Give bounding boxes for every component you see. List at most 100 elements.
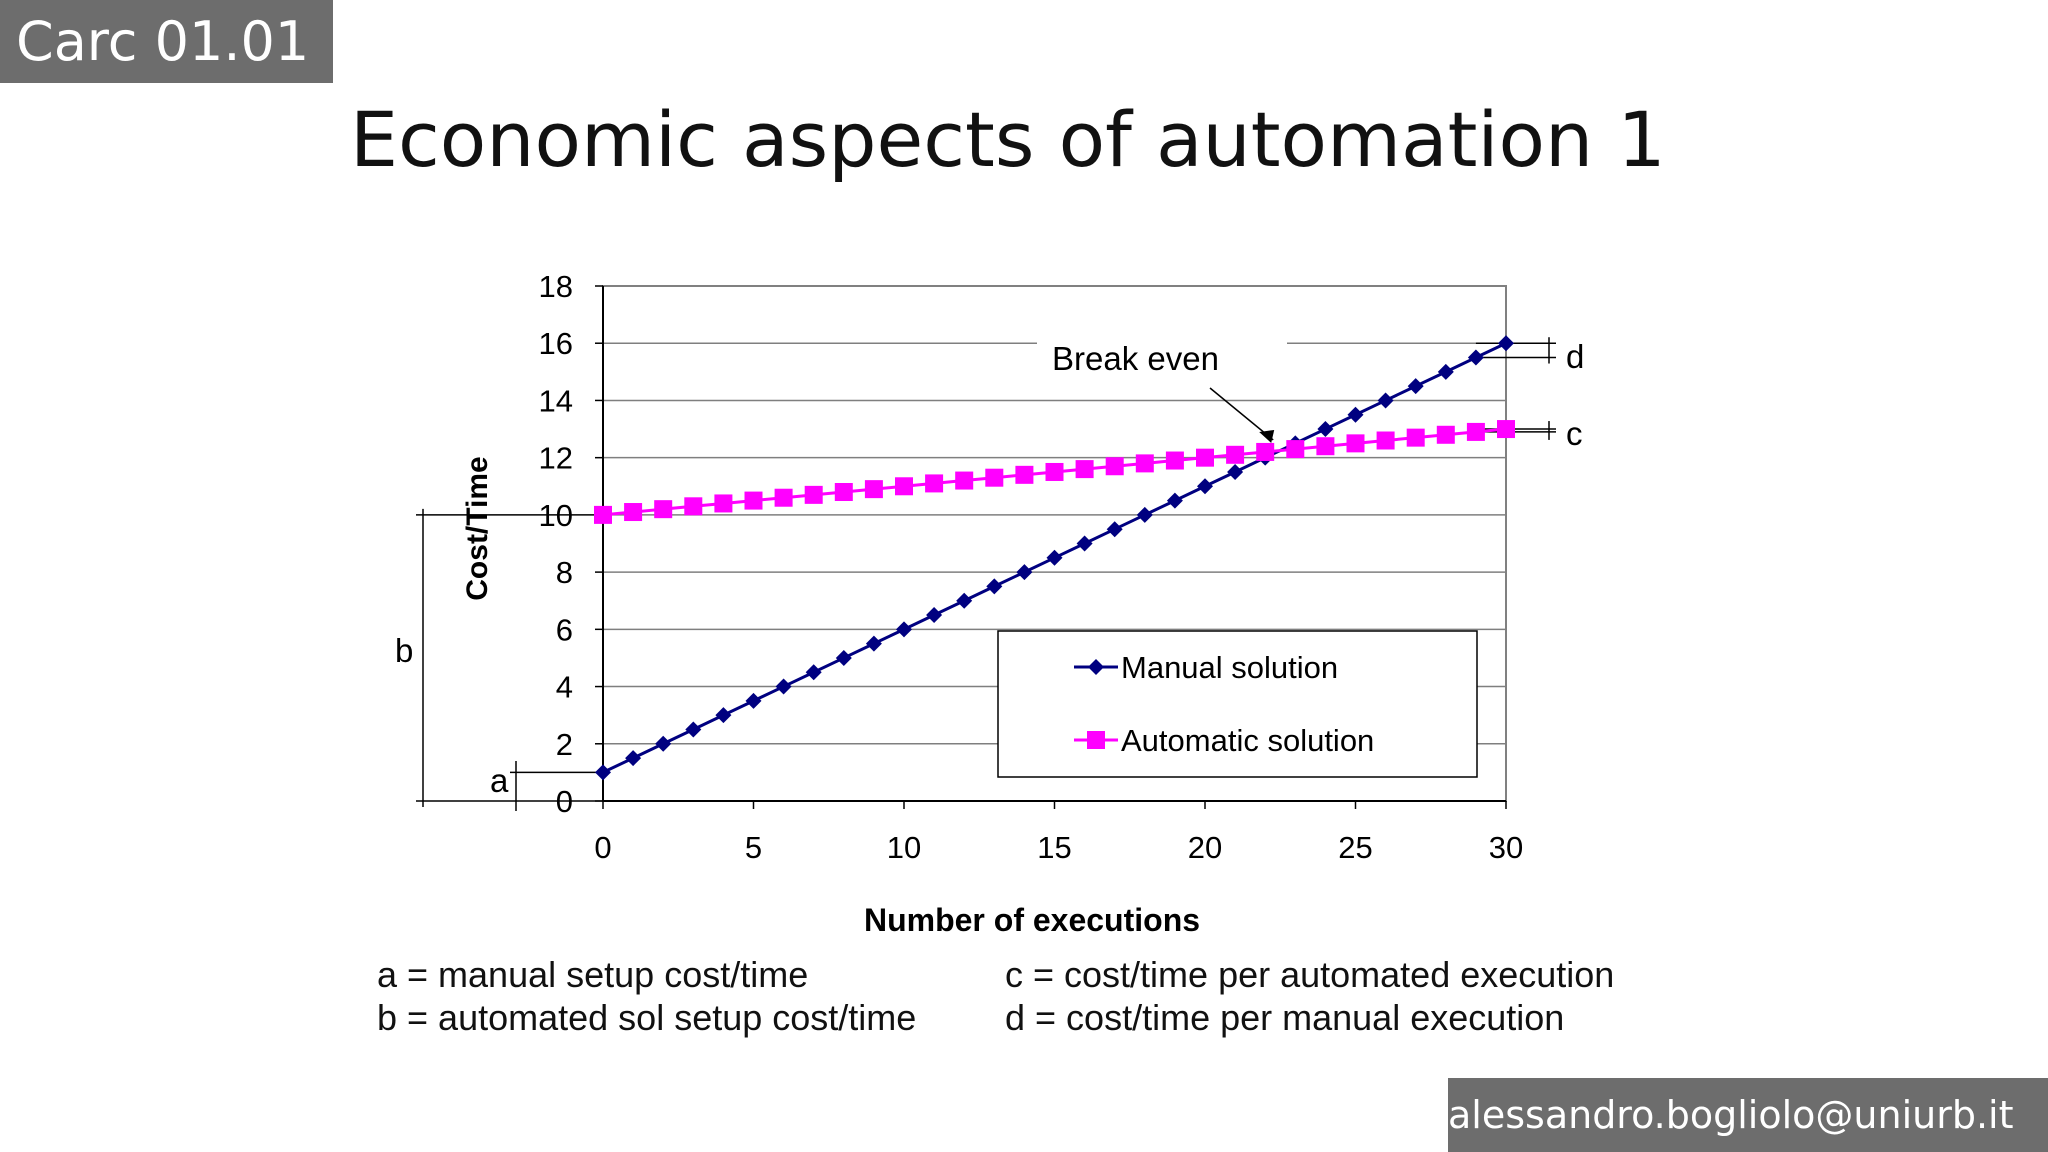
- data-point: [895, 477, 913, 496]
- data-point: [1376, 431, 1395, 450]
- data-point: [745, 692, 762, 709]
- data-point: [1346, 434, 1365, 453]
- definition-b: b = automated sol setup cost/time: [377, 997, 917, 1038]
- x-tick-labels: 0 5 10 15 20 25 30: [594, 830, 1523, 865]
- definition-a: a = manual setup cost/time: [377, 954, 809, 995]
- data-point: [1076, 535, 1093, 552]
- series-automatic: [594, 420, 1515, 524]
- data-point: [1466, 422, 1485, 441]
- data-point: [1256, 442, 1275, 461]
- legend-box: [997, 630, 1478, 778]
- break-even-arrow: [1209, 387, 1274, 441]
- data-point: [804, 485, 823, 504]
- data-point: [655, 735, 672, 752]
- data-point: [625, 750, 642, 767]
- y-tick-label: 16: [539, 326, 573, 361]
- data-point: [1046, 549, 1063, 566]
- y-tick-label: 4: [556, 670, 573, 705]
- y-tick-label: 12: [539, 441, 573, 476]
- data-point: [774, 488, 793, 507]
- slide-title: Economic aspects of automation 1: [350, 95, 1666, 184]
- definition-c: c = cost/time per automated execution: [1005, 954, 1615, 995]
- data-point: [775, 678, 792, 695]
- legend-label: Manual solution: [1121, 650, 1338, 685]
- data-point: [864, 480, 883, 499]
- data-point: [744, 491, 763, 510]
- legend-marker: [1088, 659, 1104, 675]
- data-point: [1497, 420, 1515, 439]
- x-tick-label: 0: [594, 830, 611, 865]
- y-tick-label: 6: [556, 612, 573, 647]
- data-point: [1135, 454, 1154, 473]
- chart-axes: [595, 285, 1507, 809]
- data-point: [595, 764, 611, 781]
- data-point: [1226, 445, 1245, 464]
- data-point: [1105, 457, 1124, 476]
- data-point: [685, 721, 702, 738]
- data-point: [865, 635, 882, 652]
- data-point: [715, 707, 732, 724]
- x-tick-label: 5: [745, 830, 762, 865]
- data-point: [1227, 463, 1244, 480]
- footer-email-badge: alessandro.bogliolo@uniurb.it: [1448, 1078, 2048, 1152]
- data-point: [1377, 392, 1394, 409]
- data-point: [1045, 462, 1064, 481]
- data-point: [834, 483, 853, 501]
- x-tick-label: 20: [1188, 830, 1222, 865]
- data-point: [955, 471, 974, 490]
- data-point: [1347, 406, 1364, 423]
- chart-annotations: Break even a b c d: [395, 331, 1584, 799]
- y-tick-label: 8: [556, 555, 573, 590]
- annotation-a: a: [490, 762, 509, 799]
- data-point: [1197, 478, 1213, 495]
- data-point: [624, 503, 643, 522]
- x-tick-label: 15: [1037, 830, 1071, 865]
- series-layer: [594, 335, 1515, 781]
- data-point: [594, 505, 612, 524]
- legend-marker: [1087, 731, 1105, 749]
- data-point: [1165, 451, 1184, 470]
- chart-legend: Manual solution Automatic solution: [997, 630, 1478, 778]
- series-manual: [595, 335, 1514, 781]
- data-point: [1106, 521, 1123, 538]
- section-badge: Carc 01.01: [0, 0, 333, 83]
- x-tick-label: 25: [1338, 830, 1372, 865]
- x-tick-label: 10: [887, 830, 921, 865]
- data-point: [985, 468, 1004, 487]
- data-point: [1136, 506, 1153, 523]
- data-point: [835, 649, 852, 666]
- y-tick-label: 18: [539, 269, 573, 304]
- data-point: [925, 474, 944, 493]
- legend-label: Automatic solution: [1121, 723, 1374, 758]
- data-point: [1015, 465, 1034, 484]
- break-even-mask: [1037, 331, 1287, 379]
- data-point: [1406, 428, 1425, 447]
- data-point: [654, 500, 673, 519]
- data-point: [714, 494, 733, 513]
- data-point: [1166, 492, 1183, 509]
- data-point: [1436, 425, 1455, 444]
- data-point: [896, 621, 912, 638]
- data-point: [1407, 378, 1424, 395]
- break-even-arrowhead: [1259, 429, 1275, 443]
- data-point: [1437, 363, 1454, 380]
- data-point: [805, 664, 822, 681]
- annotation-d: d: [1566, 338, 1584, 375]
- data-point: [1498, 335, 1514, 352]
- dimension-brackets: [416, 337, 1556, 811]
- y-tick-label: 14: [539, 383, 573, 418]
- break-even-label: Break even: [1052, 340, 1219, 377]
- x-axis-label: Number of executions: [864, 902, 1200, 938]
- data-point: [1016, 564, 1033, 581]
- data-point: [1317, 421, 1334, 438]
- annotation-b: b: [395, 632, 413, 669]
- data-point: [1316, 437, 1335, 456]
- definition-d: d = cost/time per manual execution: [1005, 997, 1565, 1038]
- y-tick-label: 2: [556, 727, 573, 762]
- annotation-c: c: [1566, 415, 1583, 452]
- data-point: [1467, 349, 1484, 366]
- y-axis-label: Cost/Time: [461, 456, 494, 600]
- data-point: [1075, 460, 1094, 479]
